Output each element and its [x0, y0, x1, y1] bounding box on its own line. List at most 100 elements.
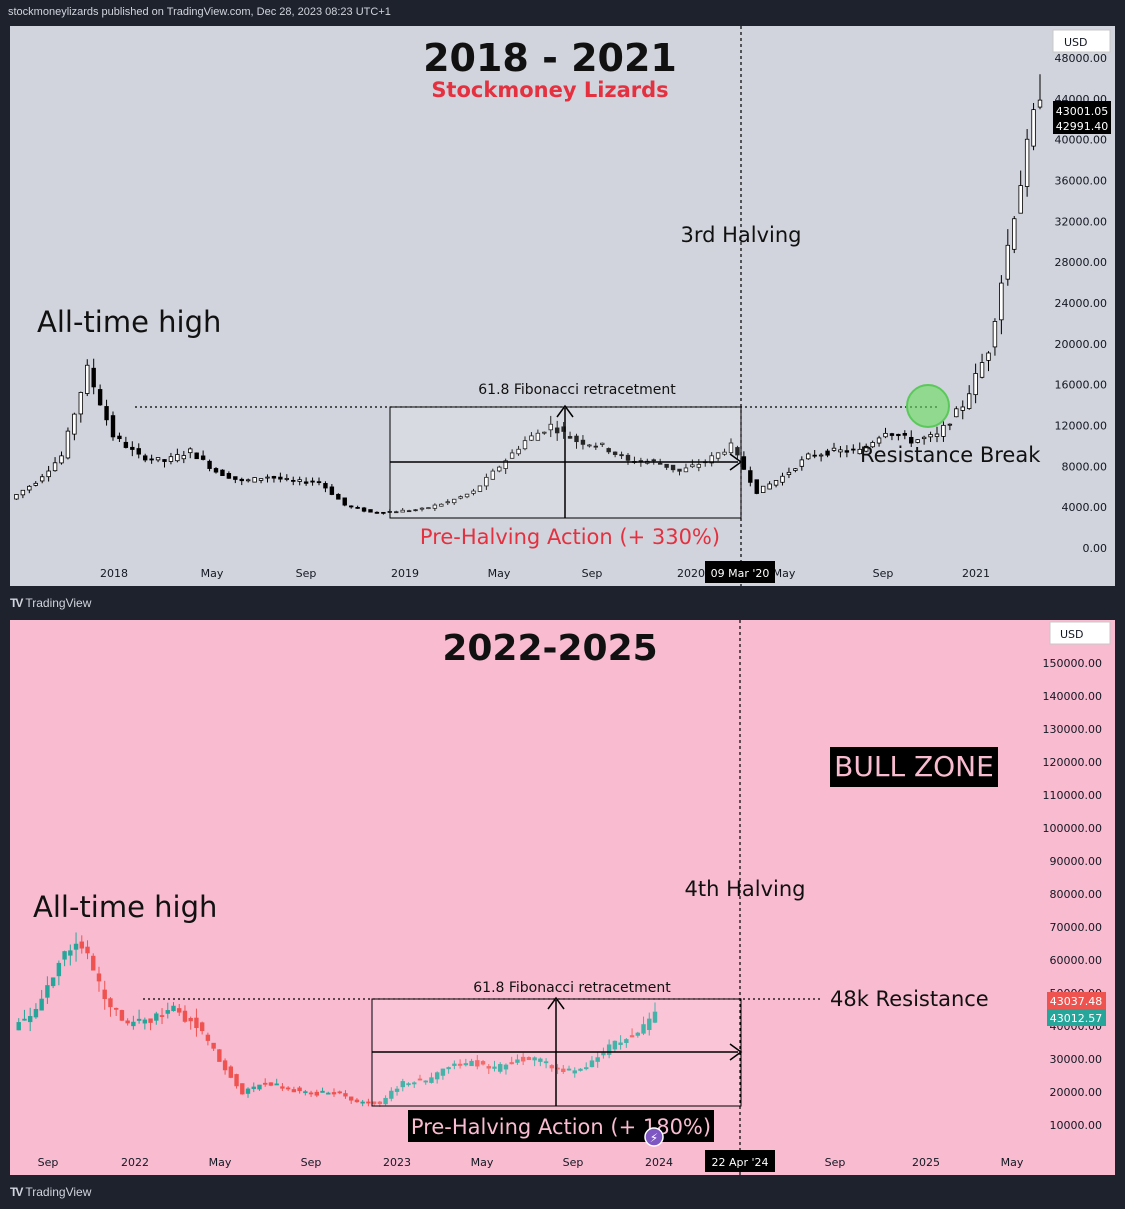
candle-body	[149, 458, 154, 461]
candle-body	[168, 456, 174, 462]
candle-body	[331, 1092, 337, 1095]
candle-body	[812, 454, 817, 457]
candle-body	[838, 449, 843, 453]
candles-group	[14, 74, 1043, 515]
chart-title: 2022-2025	[442, 628, 657, 669]
candle-body	[549, 1065, 555, 1069]
candle-body	[469, 1060, 474, 1067]
candle-body	[979, 362, 985, 378]
time-tick-label: 2019	[391, 567, 419, 580]
candle-body	[354, 1099, 360, 1103]
chart-panel-2018-2021: 2018 - 2021 Stockmoney Lizards All-time …	[10, 26, 1115, 586]
candle-body	[423, 1080, 428, 1083]
candle-body	[492, 1066, 497, 1069]
candle-body	[274, 1083, 279, 1086]
candle-body	[941, 424, 946, 437]
crosshair-date-bg	[705, 561, 775, 583]
candle-body	[863, 445, 869, 452]
candle-body	[683, 467, 689, 473]
time-tick-label: May	[471, 1156, 494, 1169]
candles-group	[16, 932, 658, 1107]
candle-body	[79, 941, 84, 949]
price-tick-label: 30000.00	[1050, 1053, 1103, 1066]
candle-body	[445, 501, 450, 504]
candle-body	[182, 1010, 188, 1022]
price-tick-label: 32000.00	[1055, 215, 1108, 228]
candle-body	[278, 476, 283, 480]
candle-body	[337, 1091, 342, 1094]
candle-body	[934, 433, 940, 437]
candle-body	[754, 479, 759, 494]
price-badge-2: 43012.57	[1050, 1012, 1103, 1025]
candle-body	[625, 454, 631, 461]
chart-svg-2022-2025: 2022-2025 All-time high 4th Halving 61.8…	[16, 620, 1111, 1175]
candle-body	[722, 451, 727, 455]
box-arrowhead-right	[729, 1043, 743, 1061]
candle-body	[457, 1063, 463, 1066]
candle-body	[548, 423, 553, 431]
candle-body	[211, 1042, 216, 1049]
candle-body	[284, 478, 290, 480]
candle-body	[291, 479, 296, 482]
candle-body	[233, 476, 238, 480]
candle-body	[498, 1064, 503, 1072]
candle-body	[857, 448, 862, 455]
candle-body	[561, 1068, 566, 1072]
lightning-glyph: ⚡	[650, 1131, 658, 1145]
candle-body	[303, 481, 309, 484]
candle-body	[383, 1097, 388, 1105]
candle-body	[374, 511, 380, 514]
candle-body	[966, 393, 972, 409]
candle-body	[883, 432, 888, 438]
candle-body	[876, 437, 882, 444]
candle-body	[188, 448, 193, 454]
candle-body	[618, 1042, 623, 1045]
currency-box[interactable]	[1052, 29, 1111, 53]
candle-body	[429, 1077, 434, 1083]
candle-body	[595, 1057, 600, 1062]
price-badge-bg	[1053, 101, 1111, 134]
candle-body	[509, 1062, 514, 1065]
candle-body	[921, 436, 927, 440]
candle-body	[760, 485, 766, 493]
price-badge-1: 43001.05	[1056, 105, 1109, 118]
candle-body	[578, 1068, 583, 1071]
candle-body	[728, 442, 734, 454]
candle-body	[20, 489, 26, 496]
candle-body	[389, 1090, 394, 1099]
candle-body	[584, 1067, 589, 1070]
candle-body	[851, 448, 856, 451]
currency-box[interactable]	[1049, 621, 1111, 645]
lightning-icon[interactable]	[644, 1127, 664, 1147]
candle-body	[240, 1083, 245, 1095]
price-badge-bg-green	[1047, 1009, 1106, 1026]
time-tick-label: May	[201, 567, 224, 580]
candle-body	[696, 463, 702, 468]
price-tick-label: 8000.00	[1062, 460, 1108, 473]
candle-body	[102, 989, 107, 1000]
candle-body	[538, 1058, 543, 1062]
time-tick-label: Sep	[582, 567, 603, 580]
candle-body	[844, 450, 850, 453]
candle-body	[52, 462, 58, 472]
candle-body	[400, 509, 405, 513]
candle-body	[125, 1020, 130, 1024]
candle-body	[542, 431, 547, 434]
candle-body	[130, 446, 135, 450]
candle-body	[155, 457, 161, 461]
candle-body	[14, 494, 19, 500]
price-tick-label: 140000.00	[1043, 690, 1103, 703]
candle-body	[27, 1016, 33, 1023]
time-tick-label: 2018	[100, 567, 128, 580]
candle-body	[39, 998, 44, 1011]
time-tick-label: Sep	[301, 1156, 322, 1169]
candle-body	[22, 1018, 27, 1021]
candle-body	[62, 951, 67, 960]
candle-body	[543, 1061, 549, 1064]
candle-body	[690, 464, 695, 468]
fib-label: 61.8 Fibonacci retracetment	[473, 980, 671, 996]
price-tick-label: 24000.00	[1055, 297, 1108, 310]
candle-body	[285, 1087, 291, 1090]
candle-body	[154, 1013, 159, 1021]
price-tick-label: 36000.00	[1055, 175, 1108, 188]
